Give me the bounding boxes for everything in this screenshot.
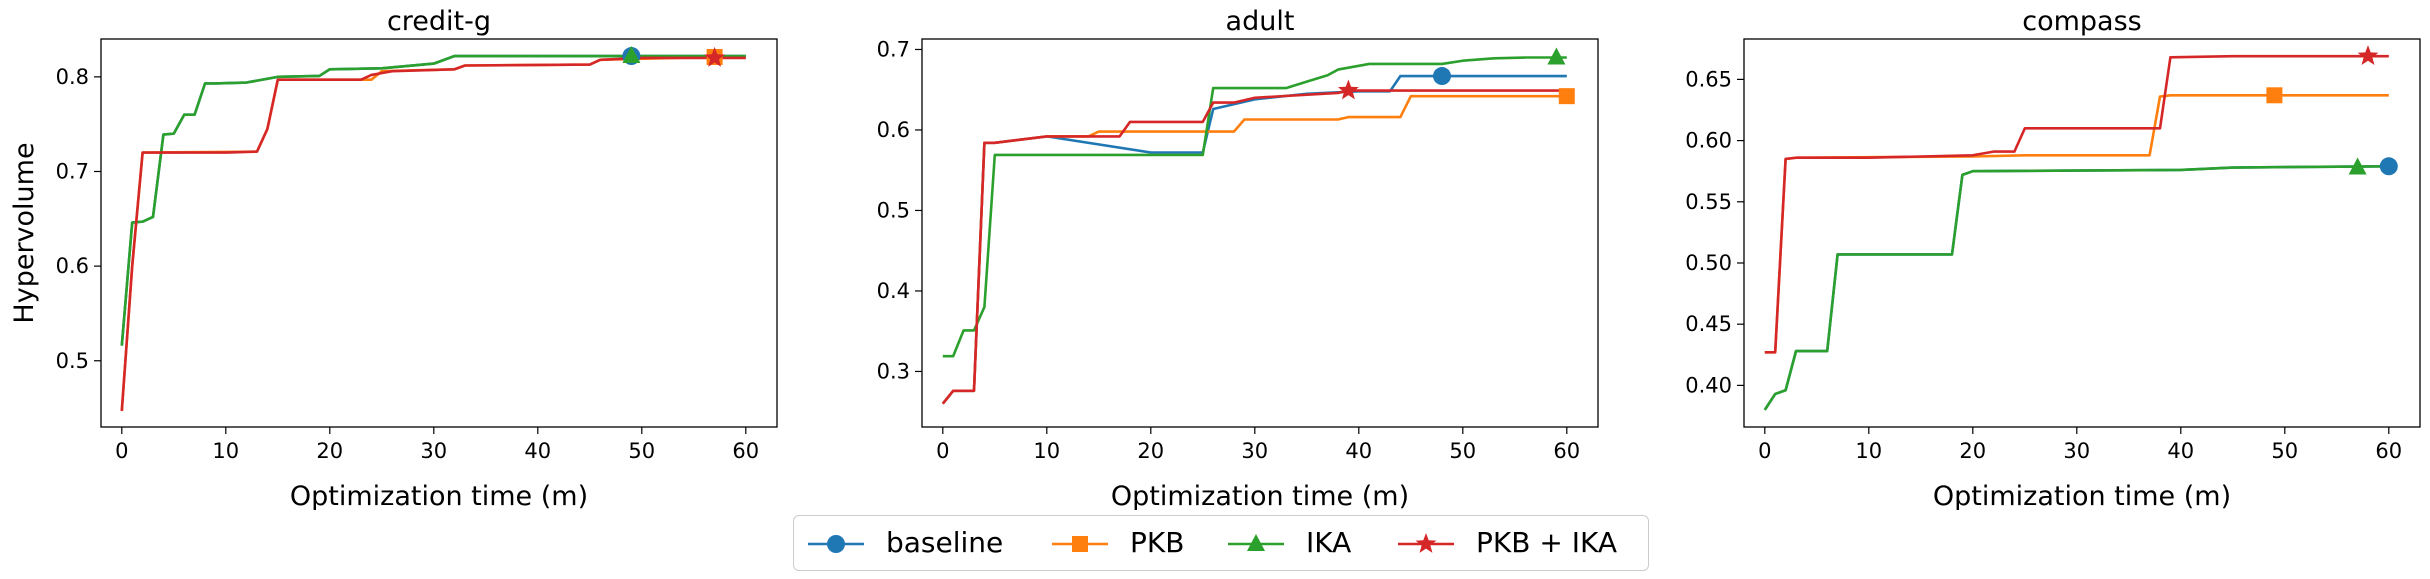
x-tick-label: 50 xyxy=(2271,439,2298,463)
x-tick-label: 30 xyxy=(2063,439,2090,463)
subplot-title: compass xyxy=(2022,6,2141,37)
legend-marker-star xyxy=(1415,533,1437,553)
x-tick-label: 40 xyxy=(524,439,551,463)
x-tick-label: 50 xyxy=(628,439,655,463)
legend-marker-circle xyxy=(827,535,845,553)
subplot-compass: 0 10 20 30 40 50 60 0.40 0.45 0.50 0.55 0.60 0.65 com… xyxy=(1685,6,2421,510)
series-marker-pkb-ika xyxy=(1337,79,1359,100)
subplot-adult: 0 10 20 30 40 50 60 0.3 0.4 0.5 0.6 0.7 adult Optimiz… xyxy=(877,6,1599,510)
series-marker-ika xyxy=(622,46,641,64)
series-marker-pkb-ika xyxy=(2357,45,2379,66)
x-tick-label: 30 xyxy=(1241,439,1268,463)
x-tick-label: 60 xyxy=(2375,439,2402,463)
series-marker-pkb xyxy=(2266,87,2283,104)
plot-area xyxy=(1744,39,2420,427)
series-line-pkb-ika xyxy=(120,56,746,412)
legend-label: PKB + IKA xyxy=(1476,526,1617,559)
y-tick-label: 0.3 xyxy=(877,359,910,383)
plot-frame xyxy=(921,38,1599,428)
series-line-pkb-ika xyxy=(941,89,1567,405)
x-axis-label: Optimization time (m) xyxy=(1111,481,1409,510)
x-axis-label: Optimization time (m) xyxy=(1933,481,2231,510)
legend-marks: baseline PKB IKA PKB + IKA xyxy=(808,526,1617,559)
x-tick-label: 10 xyxy=(212,439,239,463)
y-tick-label: 0.5 xyxy=(56,349,89,373)
series-lines xyxy=(120,54,746,412)
y-tick-label: 0.6 xyxy=(877,118,910,142)
plot-area xyxy=(922,39,1598,427)
plot-frame xyxy=(1743,38,2421,428)
series-marker-pkb xyxy=(1558,88,1575,105)
x-tick-label: 60 xyxy=(732,439,759,463)
series-line-ika xyxy=(120,54,746,346)
legend-label: PKB xyxy=(1130,526,1184,559)
series-lines xyxy=(941,56,1567,405)
series-marker-baseline xyxy=(2379,157,2398,176)
series-line-ika xyxy=(1763,164,2389,411)
series-marker-baseline xyxy=(1433,67,1451,86)
x-axis-label: Optimization time (m) xyxy=(290,481,588,510)
legend-item-baseline: baseline xyxy=(808,526,1003,559)
x-tick-label: 40 xyxy=(1345,439,1372,463)
x-tick-label: 60 xyxy=(1553,439,1580,463)
x-tick-label: 50 xyxy=(1449,439,1476,463)
y-tick-label: 0.55 xyxy=(1685,190,1732,214)
legend: baseline PKB IKA PKB + IKA xyxy=(793,515,1649,571)
subplot-credit-g: 0 10 20 30 40 50 60 0.5 0.6 0.7 0.8 credit-g Optimiz… xyxy=(9,6,778,510)
y-tick-label: 0.7 xyxy=(877,37,910,61)
x-tick-label: 30 xyxy=(420,439,447,463)
x-tick-label: 0 xyxy=(115,439,128,463)
y-tick-label: 0.45 xyxy=(1685,312,1732,336)
x-tick-label: 0 xyxy=(936,439,949,463)
legend-item-pkb-ika: PKB + IKA xyxy=(1398,526,1617,559)
y-tick-label: 0.4 xyxy=(877,279,910,303)
y-tick-label: 0.60 xyxy=(1685,129,1732,153)
series-marker-pkb-ika xyxy=(704,46,726,67)
series-lines xyxy=(1763,54,2389,411)
x-tick-label: 20 xyxy=(1137,439,1164,463)
subplot-title: adult xyxy=(1226,6,1295,37)
y-tick-label: 0.6 xyxy=(56,254,89,278)
legend-label: baseline xyxy=(886,526,1003,559)
series-marker-ika xyxy=(2348,157,2367,175)
subplot-title: credit-g xyxy=(387,6,491,37)
x-tick-label: 10 xyxy=(1855,439,1882,463)
y-tick-label: 0.8 xyxy=(56,65,89,89)
y-tick-label: 0.5 xyxy=(877,198,910,222)
legend-label: IKA xyxy=(1306,526,1351,559)
plot-frame xyxy=(100,38,778,428)
x-tick-label: 0 xyxy=(1758,439,1771,463)
y-tick-label: 0.40 xyxy=(1685,373,1732,397)
y-tick-label: 0.65 xyxy=(1685,67,1732,91)
legend-marker-triangle xyxy=(1247,534,1265,551)
series-line-pkb-ika xyxy=(1764,54,2389,354)
x-tick-label: 40 xyxy=(2167,439,2194,463)
legend-item-pkb: PKB xyxy=(1052,526,1184,559)
x-tick-label: 10 xyxy=(1033,439,1060,463)
y-axis-label: Hypervolume xyxy=(9,142,40,323)
legend-item-ika: IKA xyxy=(1228,526,1351,559)
legend-marker-square xyxy=(1072,536,1088,552)
y-tick-label: 0.50 xyxy=(1685,251,1732,275)
x-tick-label: 20 xyxy=(316,439,343,463)
y-tick-label: 0.7 xyxy=(56,159,89,183)
series-line-ika xyxy=(942,56,1567,358)
plot-area xyxy=(101,39,777,427)
figure: 0 10 20 30 40 50 60 0.5 0.6 0.7 0.8 credit-g Optimiz… xyxy=(9,6,2421,510)
series-marker-ika xyxy=(1547,47,1566,65)
x-tick-label: 20 xyxy=(1959,439,1986,463)
